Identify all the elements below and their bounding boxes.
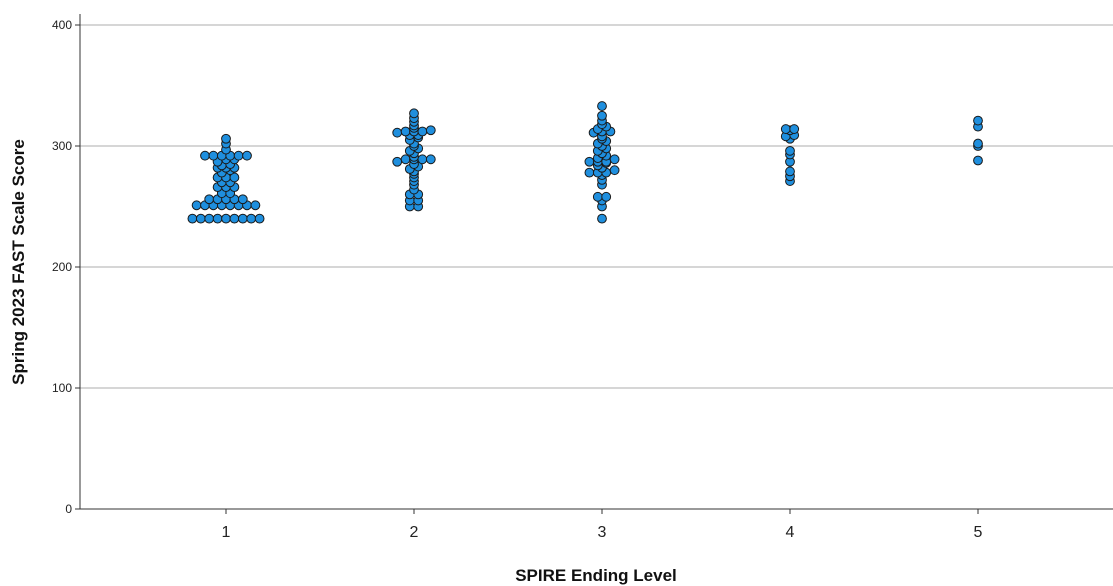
data-points (187, 101, 983, 224)
data-point (592, 191, 603, 202)
data-point (597, 213, 607, 224)
data-point (584, 167, 595, 178)
data-point (229, 213, 240, 224)
data-point (191, 200, 202, 211)
data-point (212, 213, 223, 224)
y-tick-label-100: 100 (52, 381, 72, 395)
data-point (392, 127, 403, 138)
x-ticks: 1 2 3 4 5 (222, 509, 983, 541)
data-point (242, 150, 252, 161)
data-point (785, 166, 795, 177)
data-point (208, 150, 219, 161)
x-tick-label-5: 5 (974, 524, 983, 541)
data-point (584, 156, 595, 167)
x-tick-label-3: 3 (598, 524, 607, 541)
axes (79, 14, 1113, 510)
data-point (204, 194, 215, 205)
data-point (609, 165, 620, 176)
y-tick-label-0: 0 (65, 502, 72, 516)
x-tick-label-1: 1 (222, 524, 231, 541)
data-point (780, 124, 791, 134)
y-tick-label-400: 400 (52, 18, 72, 32)
data-point (233, 150, 244, 161)
data-point (425, 154, 436, 165)
data-point (237, 213, 248, 224)
data-point (973, 138, 983, 149)
data-point (229, 172, 240, 183)
data-point (400, 154, 411, 165)
y-axis-title: Spring 2023 FAST Scale Score (9, 139, 28, 385)
y-ticks: 0 100 200 300 400 (52, 18, 80, 516)
data-point (254, 213, 265, 224)
y-tick-label-200: 200 (52, 260, 72, 274)
data-point (200, 150, 210, 161)
data-point (400, 126, 411, 137)
data-point (597, 101, 607, 111)
data-point (187, 213, 198, 224)
data-point (425, 125, 436, 136)
data-point (204, 213, 215, 224)
data-point (409, 108, 419, 119)
x-tick-label-4: 4 (786, 524, 795, 541)
data-point (417, 126, 428, 137)
data-point (221, 213, 231, 224)
data-point (246, 213, 257, 224)
data-point (237, 194, 248, 205)
data-point (973, 115, 983, 126)
x-tick-label-2: 2 (410, 524, 419, 541)
data-point (195, 213, 206, 224)
data-point (785, 145, 795, 156)
data-point (609, 154, 620, 165)
x-axis-title: SPIRE Ending Level (515, 566, 677, 585)
data-point (601, 191, 612, 202)
data-point (250, 200, 261, 211)
y-tick-label-300: 300 (52, 139, 72, 153)
data-point (973, 155, 983, 166)
data-point (392, 156, 403, 167)
data-point (417, 154, 428, 165)
data-point (789, 124, 800, 134)
data-point (597, 110, 607, 121)
data-point (221, 133, 231, 144)
